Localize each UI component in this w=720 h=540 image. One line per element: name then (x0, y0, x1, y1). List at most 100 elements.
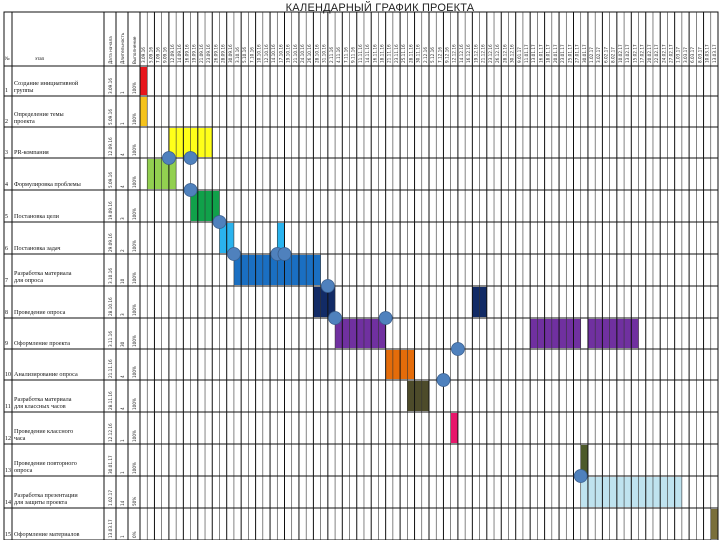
date-header: 6.03.17 (690, 47, 695, 63)
task-number: 5 (5, 214, 8, 220)
date-header: 28.11.16 (408, 44, 413, 63)
date-header: 12.09.16 (170, 44, 175, 63)
meta-header: Длительность (120, 32, 125, 64)
milestone-dot (277, 247, 292, 261)
date-header: 17.02.17 (640, 44, 645, 63)
date-header: 3.02.17 (596, 47, 601, 63)
task-meta-value: 1 (120, 471, 125, 474)
date-header: 1.03.17 (676, 47, 681, 63)
task-number: 8 (5, 310, 8, 316)
task-meta-value: 100% (132, 430, 137, 442)
task-bar (335, 319, 386, 348)
task-meta-value: 1 (120, 439, 125, 442)
date-header: 23.12.16 (488, 44, 493, 63)
milestone-dot (328, 311, 342, 325)
task-number: 12 (5, 436, 11, 442)
date-header: 5.09.16 (148, 47, 153, 63)
task-meta-value: 100% (132, 462, 137, 474)
task-number: 11 (5, 404, 11, 410)
milestone-dot (212, 215, 227, 229)
task-name: Разработка материала для опроса (14, 270, 72, 284)
date-header: 8.02.17 (611, 47, 616, 63)
date-header: 1.02.17 (589, 47, 594, 63)
task-meta-value: 1 (120, 122, 125, 125)
task-meta-value: 21.11.16 (108, 359, 113, 378)
task-name: Создание инициативной группы (14, 80, 79, 94)
date-header: 30.12.16 (510, 44, 515, 63)
milestone-dot (436, 373, 451, 387)
task-name: Разработка материала для классных часов (14, 396, 72, 410)
date-header: 26.10.16 (307, 44, 312, 63)
task-meta-value: 28.10.16 (108, 297, 113, 316)
date-header: 11.11.16 (358, 44, 363, 63)
header-number: № (5, 56, 10, 62)
task-bar (580, 445, 588, 475)
date-header: 16.12.16 (466, 44, 471, 63)
date-header: 17.10.16 (278, 44, 283, 63)
date-header: 9.01.17 (517, 47, 522, 63)
task-number: 3 (5, 150, 8, 156)
task-name: Разработка презентации для защиты проекта (14, 492, 78, 506)
task-meta-value: 3.09.16 (108, 78, 113, 94)
task-meta-value: 100% (132, 366, 137, 378)
task-name: Оформление проекта (14, 340, 70, 347)
task-number: 1 (5, 88, 8, 94)
date-header: 20.01.17 (553, 44, 558, 63)
date-header: 31.10.16 (322, 44, 327, 63)
task-meta-value: 100% (132, 398, 137, 410)
date-header: 10.02.17 (618, 44, 623, 63)
task-name: Анализирование опроса (14, 371, 78, 378)
date-header: 15.02.17 (632, 44, 637, 63)
task-name: Определение темы проекта (14, 111, 65, 125)
task-meta-value: 14 (120, 500, 125, 506)
milestone-dot (378, 311, 393, 325)
date-header: 26.12.16 (495, 44, 500, 63)
task-meta-value: 3.11.16 (108, 331, 113, 347)
task-meta-value: 29.09.16 (108, 233, 113, 252)
date-header: 12.12.16 (452, 44, 457, 63)
task-meta-value: 3 (120, 217, 125, 220)
date-header: 3.09.16 (141, 47, 146, 63)
date-header: 26.09.16 (213, 44, 218, 63)
task-meta-value: 12.09.16 (108, 137, 113, 156)
task-meta-value: 100% (132, 335, 137, 347)
task-bar (407, 381, 429, 411)
date-header: 28.12.16 (502, 44, 507, 63)
task-meta-value: 4 (120, 185, 125, 188)
task-meta-value: 1 (120, 91, 125, 94)
date-header: 24.02.17 (661, 44, 666, 63)
task-meta-value: 100% (132, 82, 137, 94)
milestone-dot (320, 279, 335, 293)
date-header: 10.03.17 (705, 44, 710, 63)
date-header: 21.11.16 (387, 44, 392, 63)
date-header: 14.12.16 (459, 44, 464, 63)
date-header: 8.03.17 (697, 47, 702, 63)
task-bar-extra (530, 319, 581, 348)
task-name: Постановка задач (14, 245, 60, 252)
task-name: Постановка цели (14, 213, 60, 220)
date-header: 4.11.16 (336, 47, 341, 63)
milestone-dot (161, 151, 176, 165)
milestone-dot (450, 342, 465, 356)
task-meta-value: 28.11.16 (108, 391, 113, 410)
date-header: 7.11.16 (343, 47, 348, 63)
date-header: 16.09.16 (184, 44, 189, 63)
task-meta-value: 30 (120, 341, 125, 347)
meta-header: Выполнение (132, 36, 137, 64)
task-bar-extra (587, 319, 639, 348)
task-meta-value: 100% (132, 144, 137, 156)
task-meta-value: 4 (120, 153, 125, 156)
date-header: 7.12.16 (437, 47, 442, 63)
task-meta-value: 4 (120, 375, 125, 378)
task-meta-value: 100% (132, 304, 137, 316)
date-header: 5.10.16 (242, 47, 247, 63)
date-header: 16.01.17 (538, 44, 543, 63)
date-header: 23.11.16 (394, 44, 399, 63)
task-bar-extra (277, 223, 285, 253)
table-border (3, 11, 719, 540)
task-meta-value: 100% (132, 113, 137, 125)
meta-header: Дата начала (108, 36, 113, 64)
task-name: Проведение опроса (14, 309, 66, 316)
date-header: 20.02.17 (647, 44, 652, 63)
date-header: 2.11.16 (329, 47, 334, 63)
